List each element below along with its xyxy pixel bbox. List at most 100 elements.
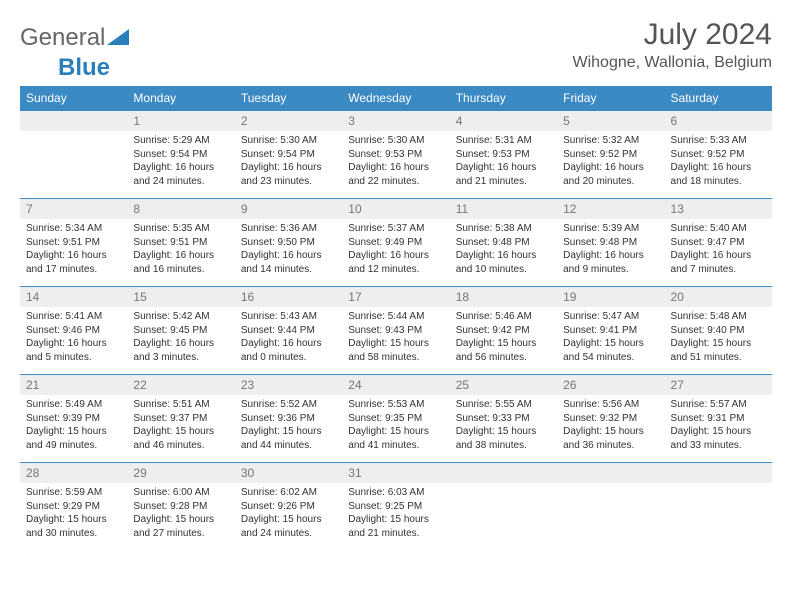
calendar-body: .1Sunrise: 5:29 AMSunset: 9:54 PMDayligh… (20, 111, 772, 551)
calendar-day-cell: . (450, 463, 557, 551)
day-body: Sunrise: 5:47 AMSunset: 9:41 PMDaylight:… (557, 307, 664, 370)
calendar-day-cell: 28Sunrise: 5:59 AMSunset: 9:29 PMDayligh… (20, 463, 127, 551)
day-body: Sunrise: 5:39 AMSunset: 9:48 PMDaylight:… (557, 219, 664, 282)
calendar-day-cell: 5Sunrise: 5:32 AMSunset: 9:52 PMDaylight… (557, 111, 664, 199)
day-number: . (557, 463, 664, 483)
calendar-day-cell: 1Sunrise: 5:29 AMSunset: 9:54 PMDaylight… (127, 111, 234, 199)
day-body: Sunrise: 6:02 AMSunset: 9:26 PMDaylight:… (235, 483, 342, 546)
day-number: 10 (342, 199, 449, 219)
day-number: 17 (342, 287, 449, 307)
day-number: 23 (235, 375, 342, 395)
day-number: 9 (235, 199, 342, 219)
day-body: Sunrise: 5:44 AMSunset: 9:43 PMDaylight:… (342, 307, 449, 370)
day-number: 4 (450, 111, 557, 131)
day-body: Sunrise: 5:43 AMSunset: 9:44 PMDaylight:… (235, 307, 342, 370)
day-body: Sunrise: 5:32 AMSunset: 9:52 PMDaylight:… (557, 131, 664, 194)
logo-text-blue: Blue (58, 54, 772, 82)
calendar-day-cell: 30Sunrise: 6:02 AMSunset: 9:26 PMDayligh… (235, 463, 342, 551)
month-title: July 2024 (573, 18, 773, 52)
calendar-week-row: 28Sunrise: 5:59 AMSunset: 9:29 PMDayligh… (20, 463, 772, 551)
weekday-header: Monday (127, 86, 234, 111)
calendar-day-cell: . (557, 463, 664, 551)
calendar-table: SundayMondayTuesdayWednesdayThursdayFrid… (20, 86, 772, 551)
calendar-day-cell: 7Sunrise: 5:34 AMSunset: 9:51 PMDaylight… (20, 199, 127, 287)
day-body: Sunrise: 5:38 AMSunset: 9:48 PMDaylight:… (450, 219, 557, 282)
weekday-header: Thursday (450, 86, 557, 111)
calendar-header-row: SundayMondayTuesdayWednesdayThursdayFrid… (20, 86, 772, 111)
day-number: 5 (557, 111, 664, 131)
day-body: Sunrise: 6:03 AMSunset: 9:25 PMDaylight:… (342, 483, 449, 546)
day-number: 11 (450, 199, 557, 219)
day-number: 21 (20, 375, 127, 395)
calendar-day-cell: 3Sunrise: 5:30 AMSunset: 9:53 PMDaylight… (342, 111, 449, 199)
weekday-header: Saturday (665, 86, 772, 111)
calendar-day-cell: 14Sunrise: 5:41 AMSunset: 9:46 PMDayligh… (20, 287, 127, 375)
day-number: 30 (235, 463, 342, 483)
day-number: 13 (665, 199, 772, 219)
calendar-day-cell: 8Sunrise: 5:35 AMSunset: 9:51 PMDaylight… (127, 199, 234, 287)
day-body: Sunrise: 5:56 AMSunset: 9:32 PMDaylight:… (557, 395, 664, 458)
day-body: Sunrise: 5:30 AMSunset: 9:54 PMDaylight:… (235, 131, 342, 194)
calendar-week-row: .1Sunrise: 5:29 AMSunset: 9:54 PMDayligh… (20, 111, 772, 199)
day-body: Sunrise: 5:55 AMSunset: 9:33 PMDaylight:… (450, 395, 557, 458)
day-number: 14 (20, 287, 127, 307)
day-number: 31 (342, 463, 449, 483)
logo: General (20, 24, 130, 52)
calendar-day-cell: 27Sunrise: 5:57 AMSunset: 9:31 PMDayligh… (665, 375, 772, 463)
day-number: 1 (127, 111, 234, 131)
day-body: Sunrise: 5:29 AMSunset: 9:54 PMDaylight:… (127, 131, 234, 194)
calendar-day-cell: 10Sunrise: 5:37 AMSunset: 9:49 PMDayligh… (342, 199, 449, 287)
day-body: Sunrise: 5:42 AMSunset: 9:45 PMDaylight:… (127, 307, 234, 370)
calendar-week-row: 7Sunrise: 5:34 AMSunset: 9:51 PMDaylight… (20, 199, 772, 287)
calendar-day-cell: 16Sunrise: 5:43 AMSunset: 9:44 PMDayligh… (235, 287, 342, 375)
day-number: 20 (665, 287, 772, 307)
calendar-day-cell: 15Sunrise: 5:42 AMSunset: 9:45 PMDayligh… (127, 287, 234, 375)
calendar-day-cell: 21Sunrise: 5:49 AMSunset: 9:39 PMDayligh… (20, 375, 127, 463)
day-number: 16 (235, 287, 342, 307)
day-body: Sunrise: 5:46 AMSunset: 9:42 PMDaylight:… (450, 307, 557, 370)
day-number: 12 (557, 199, 664, 219)
day-body: Sunrise: 5:37 AMSunset: 9:49 PMDaylight:… (342, 219, 449, 282)
weekday-header: Wednesday (342, 86, 449, 111)
calendar-day-cell: 18Sunrise: 5:46 AMSunset: 9:42 PMDayligh… (450, 287, 557, 375)
calendar-day-cell: . (665, 463, 772, 551)
day-body: Sunrise: 5:30 AMSunset: 9:53 PMDaylight:… (342, 131, 449, 194)
calendar-day-cell: 6Sunrise: 5:33 AMSunset: 9:52 PMDaylight… (665, 111, 772, 199)
day-number: 2 (235, 111, 342, 131)
day-body: Sunrise: 6:00 AMSunset: 9:28 PMDaylight:… (127, 483, 234, 546)
day-body: Sunrise: 5:40 AMSunset: 9:47 PMDaylight:… (665, 219, 772, 282)
calendar-day-cell: 12Sunrise: 5:39 AMSunset: 9:48 PMDayligh… (557, 199, 664, 287)
day-number: 18 (450, 287, 557, 307)
calendar-day-cell: 24Sunrise: 5:53 AMSunset: 9:35 PMDayligh… (342, 375, 449, 463)
day-body: Sunrise: 5:51 AMSunset: 9:37 PMDaylight:… (127, 395, 234, 458)
day-number: 28 (20, 463, 127, 483)
day-number: . (450, 463, 557, 483)
day-body: Sunrise: 5:35 AMSunset: 9:51 PMDaylight:… (127, 219, 234, 282)
day-body: Sunrise: 5:59 AMSunset: 9:29 PMDaylight:… (20, 483, 127, 546)
day-body: Sunrise: 5:41 AMSunset: 9:46 PMDaylight:… (20, 307, 127, 370)
weekday-header: Sunday (20, 86, 127, 111)
logo-triangle-icon (107, 29, 129, 47)
day-number: . (20, 111, 127, 131)
day-number: 6 (665, 111, 772, 131)
calendar-week-row: 14Sunrise: 5:41 AMSunset: 9:46 PMDayligh… (20, 287, 772, 375)
calendar-day-cell: 26Sunrise: 5:56 AMSunset: 9:32 PMDayligh… (557, 375, 664, 463)
calendar-day-cell: 22Sunrise: 5:51 AMSunset: 9:37 PMDayligh… (127, 375, 234, 463)
calendar-day-cell: 23Sunrise: 5:52 AMSunset: 9:36 PMDayligh… (235, 375, 342, 463)
calendar-day-cell: 25Sunrise: 5:55 AMSunset: 9:33 PMDayligh… (450, 375, 557, 463)
calendar-day-cell: 11Sunrise: 5:38 AMSunset: 9:48 PMDayligh… (450, 199, 557, 287)
calendar-day-cell: 13Sunrise: 5:40 AMSunset: 9:47 PMDayligh… (665, 199, 772, 287)
day-number: 3 (342, 111, 449, 131)
day-number: 29 (127, 463, 234, 483)
calendar-day-cell: 31Sunrise: 6:03 AMSunset: 9:25 PMDayligh… (342, 463, 449, 551)
day-number: 8 (127, 199, 234, 219)
calendar-day-cell: 20Sunrise: 5:48 AMSunset: 9:40 PMDayligh… (665, 287, 772, 375)
day-body: Sunrise: 5:36 AMSunset: 9:50 PMDaylight:… (235, 219, 342, 282)
day-body: Sunrise: 5:53 AMSunset: 9:35 PMDaylight:… (342, 395, 449, 458)
day-body: Sunrise: 5:34 AMSunset: 9:51 PMDaylight:… (20, 219, 127, 282)
weekday-header: Tuesday (235, 86, 342, 111)
day-number: . (665, 463, 772, 483)
day-body: Sunrise: 5:49 AMSunset: 9:39 PMDaylight:… (20, 395, 127, 458)
calendar-day-cell: 29Sunrise: 6:00 AMSunset: 9:28 PMDayligh… (127, 463, 234, 551)
day-number: 25 (450, 375, 557, 395)
